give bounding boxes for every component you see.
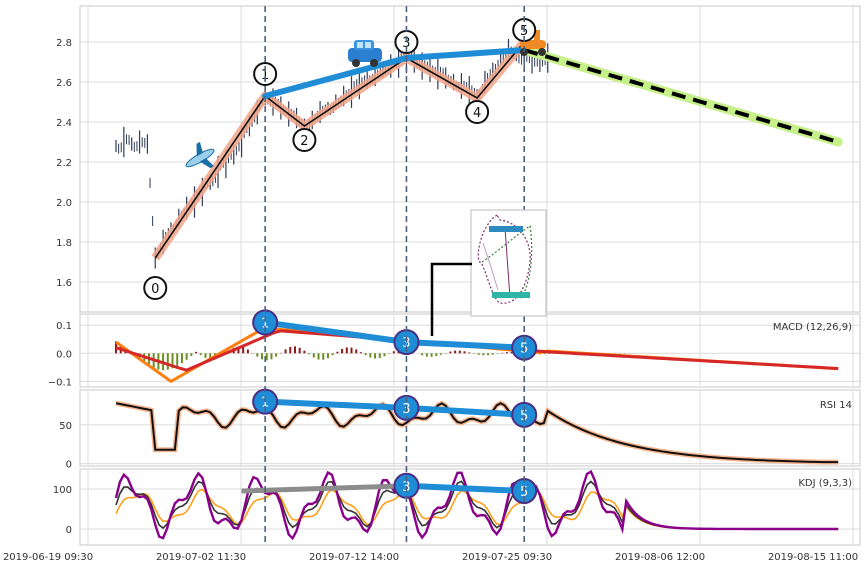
- svg-text:4: 4: [473, 106, 481, 121]
- macd-plot: 135: [115, 309, 839, 384]
- y-tick-label: 2.6: [56, 78, 72, 89]
- y-tick-label: 2.8: [56, 38, 72, 49]
- waypoint-marker: 1: [253, 62, 278, 86]
- svg-text:3: 3: [402, 336, 410, 351]
- svg-text:0: 0: [151, 282, 159, 297]
- rsi-line: [115, 402, 839, 464]
- x-tick-label: 2019-07-12 14:00: [309, 552, 399, 563]
- y-tick-label: 0.1: [56, 321, 72, 332]
- x-tick-label: 2019-07-02 11:30: [156, 552, 246, 563]
- airplane-icon: [185, 141, 215, 169]
- y-tick-label: 1.8: [56, 238, 72, 249]
- svg-text:1: 1: [261, 316, 269, 331]
- y-tick-label: 2.2: [56, 158, 72, 169]
- kdj-trend-line: [241, 483, 407, 494]
- rsi-title: RSI 14: [820, 400, 852, 411]
- rsi-panel-frame: [79, 389, 861, 467]
- kdj-y-ticks: 0 100: [53, 485, 72, 536]
- price-panel-frame: [79, 5, 861, 313]
- forecast-line: [523, 48, 839, 144]
- y-tick-label: 100: [53, 485, 72, 496]
- price-plot: 012345: [115, 18, 843, 300]
- waypoint-marker: 0: [143, 276, 168, 300]
- y-tick-label: −0.1: [48, 377, 72, 388]
- kdj-panel-frame: [79, 468, 861, 546]
- inset-thumbnail: [430, 209, 547, 336]
- y-tick-label: 1.6: [56, 278, 72, 289]
- svg-text:3: 3: [402, 36, 410, 51]
- y-tick-label: 2.4: [56, 118, 72, 129]
- x-tick-label: 2019-06-19 09:30: [3, 552, 93, 563]
- y-tick-label: 0.0: [56, 349, 72, 360]
- x-tick-label: 2019-07-25 09:30: [462, 552, 552, 563]
- car-icon: [348, 40, 382, 67]
- rsi-y-ticks: 0 50: [59, 421, 72, 471]
- x-tick-label: 2019-08-15 11:00: [768, 552, 858, 563]
- svg-text:1: 1: [261, 396, 269, 411]
- divergence-line: [406, 482, 525, 494]
- price-y-ticks: 1.6 1.8 2.0 2.2 2.4 2.6 2.8: [56, 38, 72, 289]
- svg-text:5: 5: [520, 485, 528, 500]
- y-tick-label: 0: [66, 460, 72, 471]
- x-axis-ticks: 2019-06-19 09:30 2019-07-02 11:30 2019-07-…: [3, 552, 858, 563]
- y-tick-label: 50: [59, 421, 72, 432]
- waypoint-marker: 4: [465, 100, 490, 124]
- kdj-plot: 35: [114, 469, 839, 541]
- svg-text:1: 1: [261, 68, 269, 83]
- macd-y-ticks: −0.1 0.0 0.1: [48, 321, 72, 388]
- macd-title: MACD (12,26,9): [773, 322, 852, 333]
- kdj-title: KDJ (9,3,3): [798, 478, 852, 489]
- kdj-j-line: [114, 469, 839, 541]
- waypoint-marker: 2: [292, 128, 317, 152]
- macd-panel-frame: [79, 313, 861, 388]
- svg-text:2: 2: [300, 134, 308, 149]
- x-tick-label: 2019-08-06 12:00: [615, 552, 705, 563]
- y-tick-label: 2.0: [56, 198, 72, 209]
- zigzag-line: [154, 41, 525, 259]
- scooter-icon: [520, 30, 546, 56]
- y-tick-label: 0: [66, 525, 72, 536]
